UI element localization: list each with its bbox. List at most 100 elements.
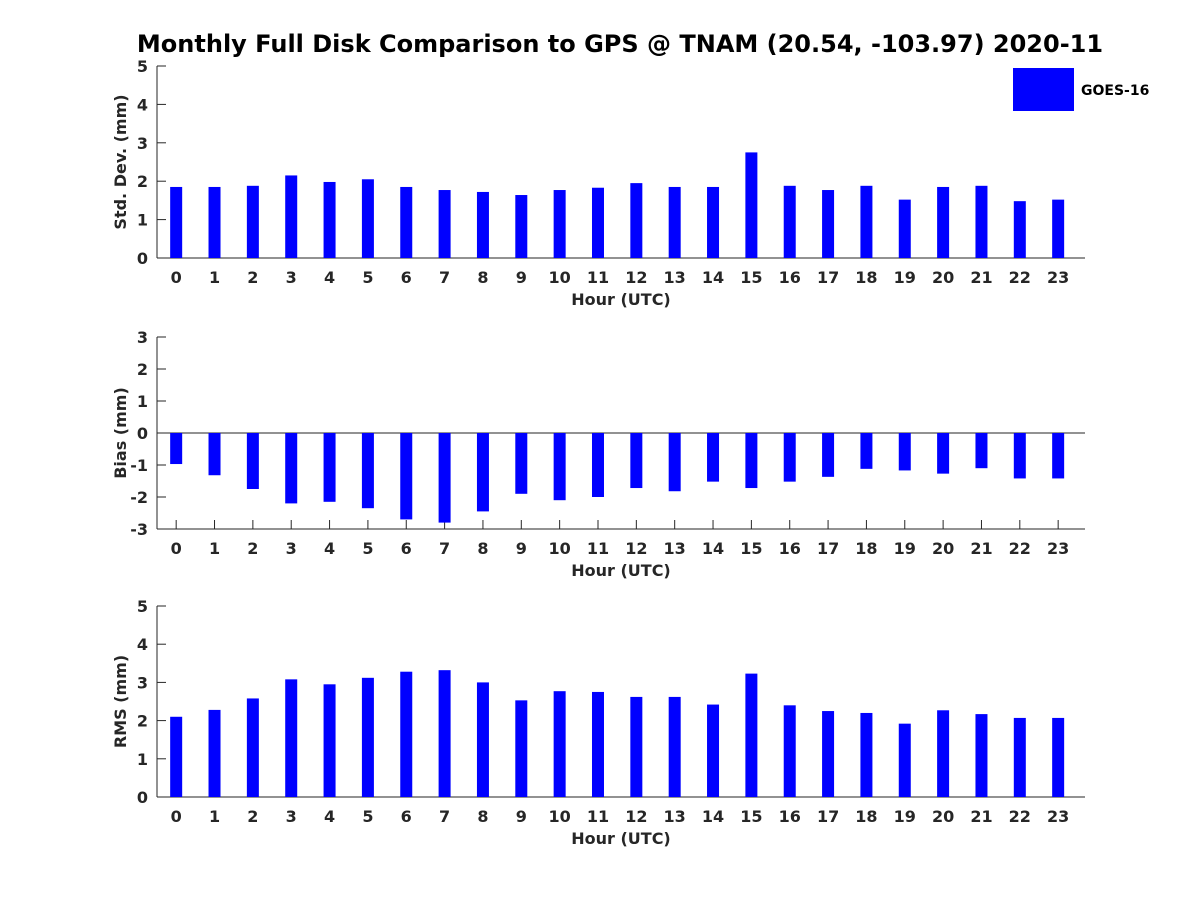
y-tick-label: 0 [137, 249, 148, 268]
x-tick-label: 20 [932, 807, 954, 826]
x-tick-label: 5 [362, 539, 373, 558]
bar-hour-5 [361, 433, 374, 509]
x-tick-label: 12 [625, 539, 647, 558]
x-tick-label: 9 [516, 807, 527, 826]
y-tick-label: 5 [137, 57, 148, 76]
bar-hour-17 [822, 433, 835, 477]
x-tick-label: 9 [516, 539, 527, 558]
x-tick-label: 18 [855, 807, 877, 826]
x-tick-label: 23 [1047, 268, 1069, 287]
x-tick-label: 6 [401, 807, 412, 826]
y-tick-label: -2 [130, 488, 148, 507]
bar-hour-1 [208, 433, 221, 476]
x-tick-label: 8 [477, 268, 488, 287]
x-tick-label: 9 [516, 268, 527, 287]
bar-hour-15 [745, 673, 758, 797]
bar-hour-14 [707, 704, 720, 797]
x-tick-label: 17 [817, 807, 839, 826]
x-axis-title: Hour (UTC) [571, 561, 671, 580]
x-tick-label: 6 [401, 539, 412, 558]
bar-hour-3 [285, 679, 298, 797]
bar-hour-6 [400, 433, 413, 520]
x-tick-label: 2 [247, 807, 258, 826]
y-tick-label: 3 [137, 328, 148, 347]
x-tick-label: 13 [664, 807, 686, 826]
legend-label: GOES-16 [1081, 83, 1149, 99]
bar-hour-2 [246, 185, 259, 258]
x-tick-label: 3 [286, 807, 297, 826]
bar-hour-4 [323, 181, 336, 258]
bar-hour-23 [1052, 433, 1065, 479]
bar-hour-10 [553, 691, 566, 797]
y-tick-label: 1 [137, 211, 148, 230]
x-tick-label: 13 [664, 268, 686, 287]
x-tick-label: 18 [855, 268, 877, 287]
bar-hour-18 [860, 185, 873, 258]
x-tick-label: 3 [286, 539, 297, 558]
x-tick-label: 1 [209, 539, 220, 558]
bar-hour-18 [860, 433, 873, 469]
bar-hour-16 [783, 185, 796, 258]
bar-hour-2 [246, 698, 259, 797]
y-tick-label: 3 [137, 134, 148, 153]
x-tick-label: 8 [477, 807, 488, 826]
bar-hour-8 [476, 433, 489, 512]
bar-hour-19 [898, 433, 911, 471]
bar-hour-13 [668, 433, 681, 492]
x-tick-label: 6 [401, 268, 412, 287]
bar-hour-16 [783, 433, 796, 482]
bar-hour-3 [285, 175, 298, 258]
bar-hour-14 [707, 186, 720, 258]
x-tick-label: 1 [209, 807, 220, 826]
x-tick-label: 4 [324, 807, 335, 826]
bar-hour-17 [822, 711, 835, 797]
bar-hour-11 [591, 433, 604, 497]
bar-hour-5 [361, 677, 374, 797]
x-tick-label: 4 [324, 539, 335, 558]
bar-hour-0 [170, 433, 183, 465]
bar-hour-5 [361, 179, 374, 258]
bar-hour-21 [975, 714, 988, 797]
x-tick-label: 20 [932, 539, 954, 558]
x-tick-label: 22 [1009, 539, 1031, 558]
x-tick-label: 7 [439, 807, 450, 826]
y-tick-label: 1 [137, 392, 148, 411]
bar-hour-7 [438, 433, 451, 523]
x-tick-label: 15 [740, 539, 762, 558]
x-tick-label: 10 [549, 268, 571, 287]
bar-hour-1 [208, 709, 221, 797]
x-tick-label: 12 [625, 807, 647, 826]
x-tick-label: 19 [894, 807, 916, 826]
bar-hour-11 [591, 691, 604, 797]
bar-hour-23 [1052, 717, 1065, 797]
bar-hour-4 [323, 684, 336, 797]
x-tick-label: 2 [247, 539, 258, 558]
x-tick-label: 22 [1009, 268, 1031, 287]
bar-hour-18 [860, 712, 873, 797]
bar-hour-22 [1013, 201, 1026, 258]
bar-hour-12 [630, 183, 643, 258]
bar-hour-2 [246, 433, 259, 489]
y-tick-label: -1 [130, 456, 148, 475]
bar-hour-9 [515, 700, 528, 797]
bar-hour-21 [975, 185, 988, 258]
x-tick-label: 8 [477, 539, 488, 558]
bar-hour-23 [1052, 199, 1065, 258]
x-tick-label: 17 [817, 268, 839, 287]
bar-hour-17 [822, 190, 835, 258]
y-tick-label: 2 [137, 172, 148, 191]
x-tick-label: 21 [970, 539, 992, 558]
bar-hour-10 [553, 190, 566, 258]
y-tick-label: 5 [137, 597, 148, 616]
y-tick-label: 2 [137, 360, 148, 379]
bar-hour-15 [745, 152, 758, 258]
bar-hour-9 [515, 195, 528, 258]
bar-hour-21 [975, 433, 988, 469]
bar-hour-19 [898, 723, 911, 797]
x-tick-label: 22 [1009, 807, 1031, 826]
legend: GOES-16 [1013, 68, 1149, 111]
x-tick-label: 5 [362, 268, 373, 287]
x-tick-label: 3 [286, 268, 297, 287]
